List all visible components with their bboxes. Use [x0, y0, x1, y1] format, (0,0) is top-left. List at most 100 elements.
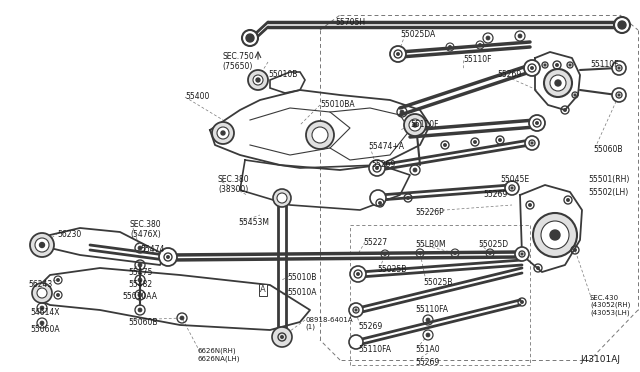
Circle shape [541, 221, 569, 249]
Circle shape [521, 253, 524, 255]
Circle shape [573, 248, 577, 251]
Circle shape [544, 64, 546, 66]
Circle shape [444, 143, 447, 147]
Text: 6626N(RH)
6626NA(LH): 6626N(RH) 6626NA(LH) [198, 348, 241, 362]
Circle shape [520, 301, 524, 304]
Circle shape [246, 34, 254, 42]
Circle shape [612, 61, 626, 75]
Circle shape [56, 294, 60, 296]
Circle shape [37, 288, 47, 298]
Circle shape [533, 213, 577, 257]
Circle shape [248, 70, 268, 90]
Circle shape [370, 190, 386, 206]
Circle shape [511, 187, 513, 189]
Text: 55025D: 55025D [478, 240, 508, 249]
Circle shape [474, 140, 477, 144]
Circle shape [544, 69, 572, 97]
Circle shape [419, 251, 422, 254]
Text: 55110FA: 55110FA [415, 305, 448, 314]
Text: 55482: 55482 [128, 280, 152, 289]
Circle shape [505, 181, 519, 195]
Circle shape [378, 201, 381, 205]
Circle shape [273, 189, 291, 207]
Circle shape [138, 278, 142, 282]
Circle shape [409, 119, 421, 131]
Text: 55705H: 55705H [335, 18, 365, 27]
Circle shape [56, 278, 60, 282]
Text: 55060B: 55060B [593, 145, 623, 154]
Circle shape [376, 166, 379, 170]
Text: 55501(RH): 55501(RH) [588, 175, 629, 184]
Circle shape [536, 121, 539, 125]
Circle shape [166, 256, 170, 259]
Circle shape [277, 193, 287, 203]
Text: 55453M: 55453M [238, 218, 269, 227]
Circle shape [400, 110, 404, 114]
Circle shape [369, 160, 385, 176]
Circle shape [499, 138, 502, 142]
Circle shape [390, 46, 406, 62]
Text: 55010B: 55010B [287, 273, 316, 282]
Circle shape [404, 114, 426, 136]
Circle shape [518, 34, 522, 38]
Text: 55025B: 55025B [377, 265, 406, 274]
Text: 55474: 55474 [140, 245, 164, 254]
Circle shape [35, 238, 49, 252]
Text: A: A [260, 285, 266, 295]
Circle shape [272, 327, 292, 347]
Text: 55010BA: 55010BA [320, 100, 355, 109]
Circle shape [350, 266, 366, 282]
Circle shape [312, 127, 328, 143]
Circle shape [212, 122, 234, 144]
Circle shape [138, 246, 142, 250]
Circle shape [555, 80, 561, 86]
Circle shape [355, 309, 357, 311]
Circle shape [531, 142, 533, 144]
Circle shape [566, 198, 570, 202]
Circle shape [413, 168, 417, 172]
Circle shape [180, 316, 184, 320]
Circle shape [256, 78, 260, 82]
Circle shape [529, 203, 532, 206]
Text: 55269: 55269 [497, 70, 521, 79]
Circle shape [406, 196, 410, 200]
Circle shape [306, 121, 334, 149]
Text: 55269: 55269 [371, 160, 396, 169]
Text: SEC.750
(75650): SEC.750 (75650) [222, 52, 254, 71]
Text: 55269: 55269 [483, 190, 508, 199]
Circle shape [253, 75, 263, 85]
Circle shape [614, 17, 630, 33]
Circle shape [383, 252, 387, 256]
Text: 55227: 55227 [363, 238, 387, 247]
Text: 55LB0M: 55LB0M [415, 240, 445, 249]
Text: J43101AJ: J43101AJ [580, 355, 620, 364]
Circle shape [159, 248, 177, 266]
Circle shape [536, 266, 540, 270]
Text: SEC.380
(38300): SEC.380 (38300) [218, 175, 250, 195]
Text: 55060B: 55060B [128, 318, 157, 327]
Circle shape [138, 308, 142, 312]
Circle shape [563, 108, 566, 112]
Circle shape [217, 127, 229, 139]
Circle shape [550, 75, 566, 91]
Circle shape [618, 67, 620, 69]
Circle shape [349, 303, 363, 317]
Circle shape [524, 60, 540, 76]
Text: 55010A: 55010A [287, 288, 317, 297]
Circle shape [488, 251, 492, 254]
Text: 54614X: 54614X [30, 308, 60, 317]
Text: 55475: 55475 [128, 268, 152, 277]
Circle shape [40, 306, 44, 310]
Circle shape [221, 131, 225, 135]
Circle shape [413, 123, 417, 127]
Text: 55025B: 55025B [423, 278, 452, 287]
Text: 551A0: 551A0 [415, 345, 440, 354]
Text: SEC.380
(5476X): SEC.380 (5476X) [130, 220, 162, 240]
Circle shape [426, 333, 430, 337]
Circle shape [515, 247, 529, 261]
Text: 55400: 55400 [185, 92, 209, 101]
Text: 55110F: 55110F [590, 60, 618, 69]
Circle shape [550, 230, 560, 240]
Circle shape [531, 66, 534, 70]
Circle shape [618, 21, 626, 29]
